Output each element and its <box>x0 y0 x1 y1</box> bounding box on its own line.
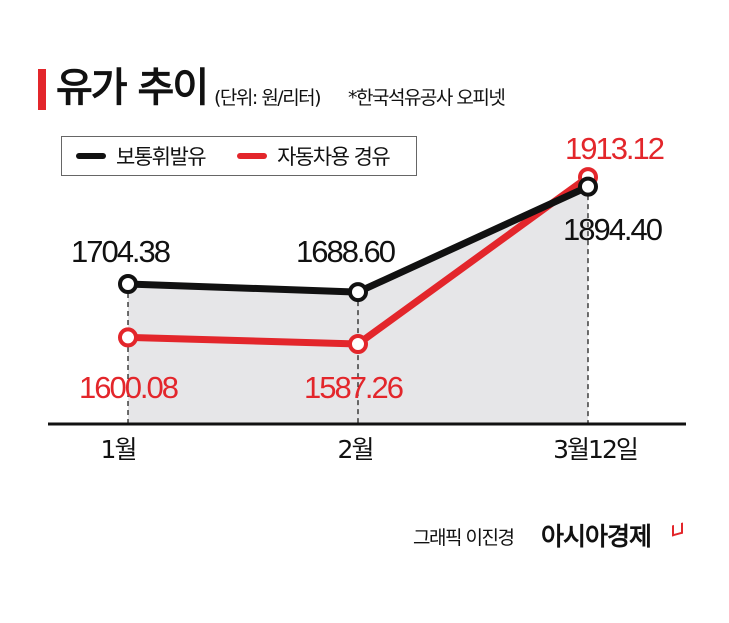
gasoline-point-marker <box>348 282 368 303</box>
unit-label: (단위: 원/리터) <box>214 87 322 109</box>
diesel-value-label: 1913.12 <box>565 131 664 166</box>
x-tick-labels: 1월 2월 3월12일 <box>101 435 639 464</box>
gasoline-value-label: 1894.40 <box>563 212 663 247</box>
x-tick-label: 3월12일 <box>553 435 637 464</box>
legend-swatch-red <box>237 153 268 159</box>
x-tick-label: 2월 <box>338 435 373 464</box>
legend-label: 자동차용 경유 <box>277 145 391 169</box>
x-tick-label: 1월 <box>101 435 136 464</box>
graphic-credit: 그래픽 이진경 <box>413 527 515 549</box>
legend-label: 보통휘발유 <box>116 145 207 169</box>
diesel-point-marker <box>348 334 368 354</box>
diesel-value-label: 1600.08 <box>79 370 178 405</box>
gasoline-point-marker <box>118 274 138 294</box>
legend-swatch-black <box>76 153 106 159</box>
brand-logo: 아시아경제 <box>541 522 652 551</box>
gasoline-value-label: 1704.38 <box>71 234 170 269</box>
gasoline-point-marker <box>578 176 598 197</box>
diesel-value-label: 1587.26 <box>304 370 403 405</box>
chart-title: 유가 추이 <box>56 65 209 111</box>
diesel-point-marker <box>118 327 138 348</box>
legend-item-diesel: 자동차용 경유 <box>237 141 391 171</box>
source-label: *한국석유공사 오피넷 <box>348 87 506 109</box>
drop-lines <box>127 177 589 424</box>
markers <box>118 167 598 354</box>
legend-item-gasoline: 보통휘발유 <box>76 141 207 171</box>
legend: 보통휘발유 자동차용 경유 <box>61 136 417 176</box>
data-labels: 1704.38 1688.60 1894.40 1600.08 1587.26 1913.… <box>71 131 666 405</box>
gasoline-value-label: 1688.60 <box>296 234 396 269</box>
title-accent-bar <box>38 69 46 110</box>
